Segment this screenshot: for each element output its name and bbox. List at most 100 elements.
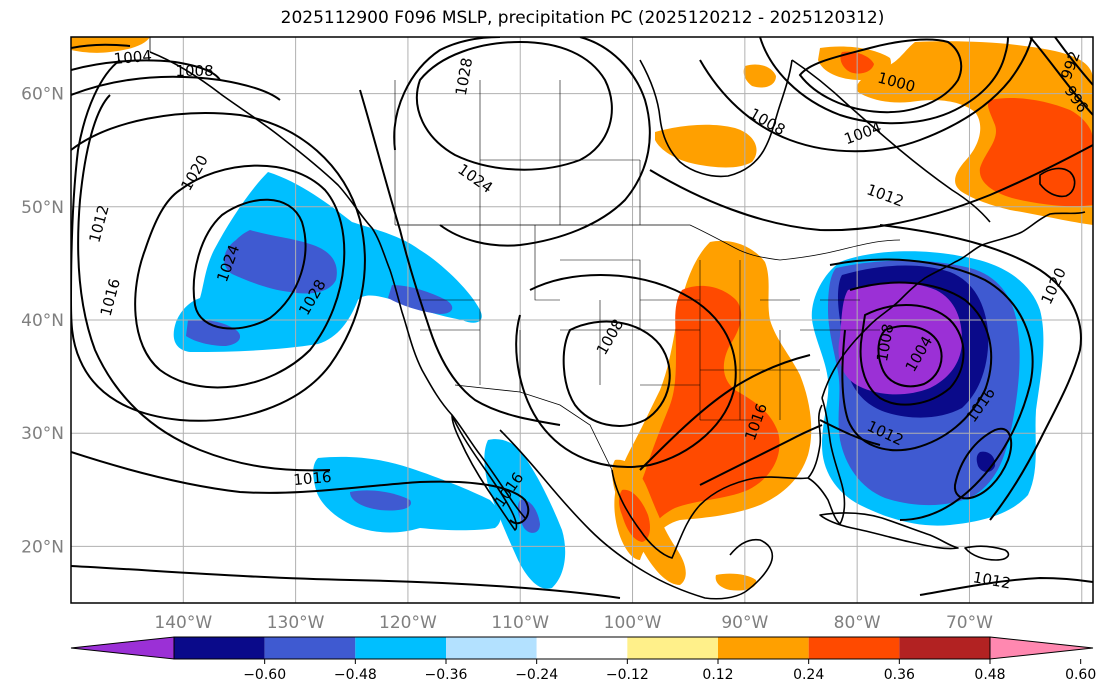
isobar-label: 1016 [293, 468, 333, 489]
longitude-label: 120°W [379, 613, 437, 633]
shade-hudson-orange2 [743, 64, 776, 88]
isobar-canada-1000 [798, 38, 963, 114]
province-lines [394, 80, 641, 225]
latitude-label: 50°N [21, 198, 64, 218]
isobar-canada-1008 [699, 37, 1033, 153]
graticule [71, 37, 1093, 603]
colorbar-bin [627, 637, 718, 659]
isobar-1016-south [71, 451, 530, 525]
shade-pacific-mid [224, 230, 337, 294]
border-us-canada [395, 224, 901, 261]
colorbar: −0.60 −0.48 −0.36 −0.24 −0.12 0.12 0.24 0.36 0.4… [70, 636, 1096, 683]
coast-cuba [819, 512, 959, 550]
colorbar-bin [536, 637, 628, 659]
isobar-1016-central [639, 354, 823, 486]
isobar-canada-1004 [759, 37, 1009, 125]
colorbar-extend-high [989, 636, 1094, 660]
colorbar-bin [355, 637, 446, 659]
colorbar-tick-label: 0.24 [793, 667, 824, 683]
isobar-1012-south-east [919, 576, 1093, 596]
isobar-1012-east [841, 281, 993, 452]
shade-central-red [635, 285, 780, 540]
coast-newfoundland [1039, 167, 1076, 198]
colorbar-bin [899, 637, 990, 659]
colorbar-tick-label: −0.36 [425, 667, 468, 683]
isobar-1012-south [71, 565, 621, 599]
coast-yucatan [729, 538, 774, 593]
longitude-labels: 140°W 130°W 120°W 110°W 100°W 90°W 80°W 70°W [154, 613, 993, 633]
colorbar-tick-label: −0.12 [606, 667, 649, 683]
isobar-1016-east [829, 258, 1034, 521]
colorbar-tick-label: −0.24 [515, 667, 558, 683]
isobar-canada-1012 [649, 144, 1093, 232]
longitude-label: 80°W [834, 613, 881, 633]
latitude-label: 40°N [21, 311, 64, 331]
state-lines [420, 225, 880, 421]
colorbar-bin [808, 637, 900, 659]
shade-hudson-orange [655, 124, 757, 168]
shade-mexico-red [619, 489, 650, 542]
shade-mexico-mid2 [517, 499, 540, 533]
isobar-1016-ring [953, 427, 1013, 500]
coastlines [149, 51, 1086, 600]
colorbar-tick-label: −0.60 [243, 667, 286, 683]
colorbar-bin [718, 637, 809, 659]
shade-pacific-mid2 [186, 319, 241, 346]
colorbar-bin [446, 637, 537, 659]
isobar-canada-996 [1029, 37, 1093, 116]
longitude-label: 130°W [267, 613, 325, 633]
chart-title: 2025112900 F096 MSLP, precipitation PC (… [280, 8, 885, 28]
isobars [71, 37, 1093, 599]
colorbar-bin [264, 637, 356, 659]
latitude-label: 60°N [21, 85, 64, 105]
latitude-label: 30°N [21, 424, 64, 444]
isobar-high-1024 [393, 37, 651, 247]
isobar-pacific-1020 [71, 112, 366, 422]
longitude-label: 70°W [946, 613, 993, 633]
isobar-1020-east [879, 224, 1082, 521]
map-plot-area: 1004100810201024102810121016102810241016… [71, 37, 1093, 603]
shade-atlantic-purple [838, 282, 962, 395]
coast-florida [807, 397, 846, 525]
political-borders [149, 37, 901, 471]
colorbar-outline [173, 636, 991, 660]
colorbar-tick-label: 0.48 [974, 667, 1005, 683]
isobar-1012-central [515, 274, 737, 468]
coast-hispaniola [964, 545, 1010, 561]
shade-mexico-mid [350, 490, 411, 511]
coast-alaska-bc [149, 51, 526, 519]
isobar-label-text: 1016 [293, 468, 333, 489]
coast-mexico-west [499, 429, 746, 600]
latitude-label: 20°N [21, 537, 64, 557]
colorbar-tick-label: 0.36 [884, 667, 915, 683]
coast-hudson-bay [639, 59, 793, 178]
isobar-1008-alaska [71, 59, 221, 81]
coast-east [821, 244, 983, 399]
colorbar-tick-label: 0.60 [1065, 667, 1096, 683]
map-frame [70, 36, 1094, 604]
coast-baja [451, 414, 518, 531]
longitude-label: 110°W [491, 613, 549, 633]
isobar-label-text: 1008 [175, 62, 213, 80]
isobar-east-1012-long [819, 419, 881, 446]
colorbar-extend-low [70, 636, 175, 660]
shade-canada-red [979, 98, 1093, 207]
isobar-high-1028 [415, 40, 613, 171]
isobar-label: 1008 [175, 62, 213, 80]
isobar-1004-alaska [71, 43, 131, 49]
isobar-pacific-1016 [71, 75, 331, 472]
latitude-labels: 60°N 50°N 40°N 30°N 20°N [21, 85, 64, 558]
shade-yucatan-orange [715, 573, 757, 591]
colorbar-tick-label: 0.12 [702, 667, 733, 683]
longitude-label: 140°W [154, 613, 212, 633]
coast-nova-scotia [981, 211, 1086, 246]
shade-mexico-light [313, 456, 501, 533]
coast-labrador [791, 59, 991, 223]
isobar-label-text: 1004 [113, 47, 153, 68]
isobar-label: 1004 [113, 47, 153, 68]
longitude-label: 90°W [721, 613, 768, 633]
isobar-1008-east [859, 304, 965, 406]
colorbar-tick-label: −0.48 [334, 667, 377, 683]
isobar-west-1020 [359, 89, 561, 426]
